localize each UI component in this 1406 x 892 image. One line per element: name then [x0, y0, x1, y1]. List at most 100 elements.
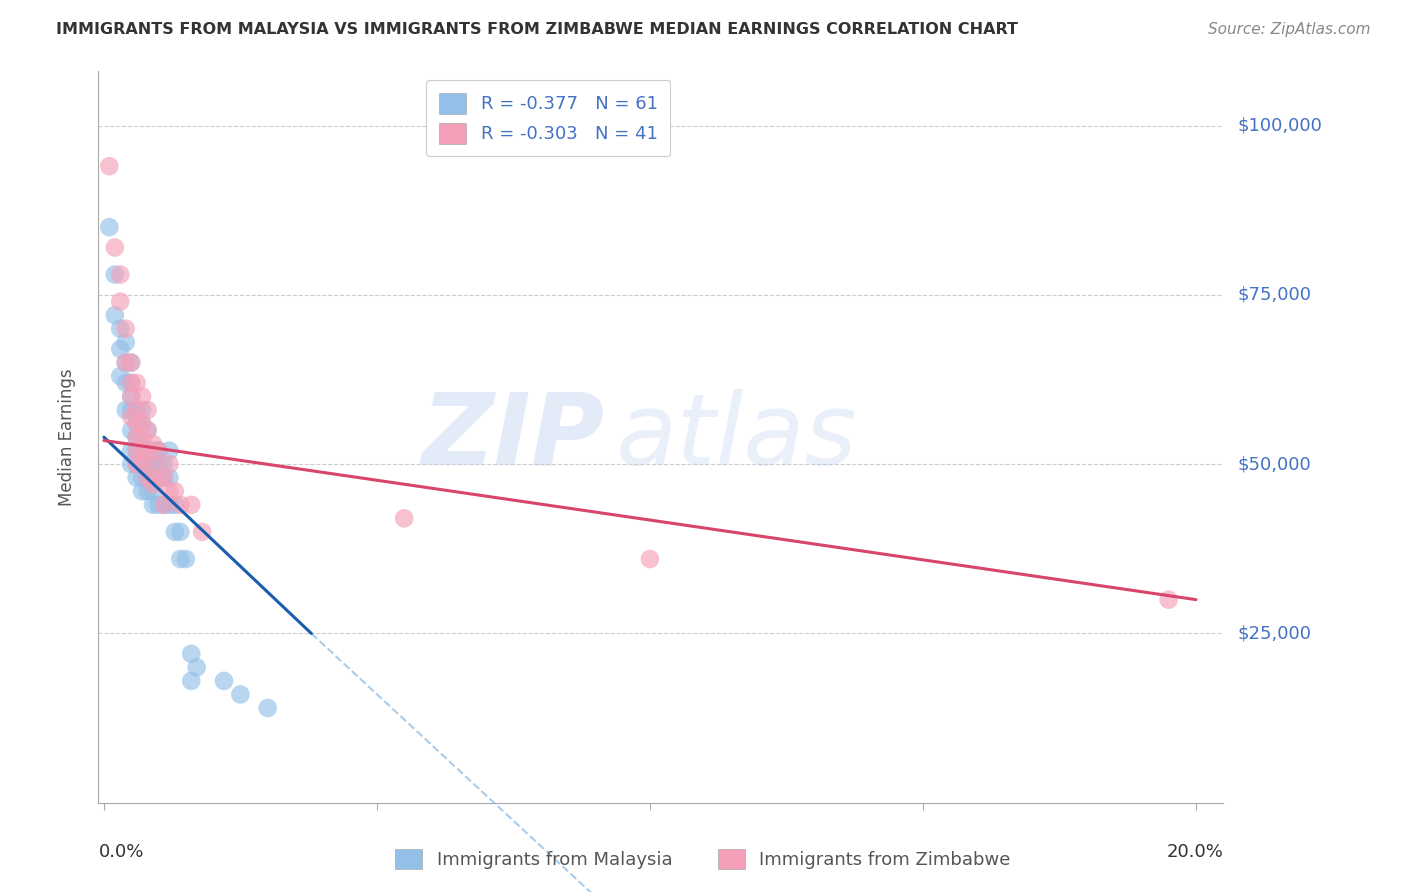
Point [148, 457, 170, 471]
Point [142, 484, 165, 499]
Point [169, 498, 191, 512]
Point [131, 403, 153, 417]
Point [136, 423, 159, 437]
Point [131, 417, 153, 431]
Point [131, 389, 153, 403]
Point [191, 524, 214, 539]
Point [136, 443, 159, 458]
Point [142, 457, 165, 471]
Point [131, 437, 153, 451]
Point [125, 430, 148, 444]
Point [153, 471, 176, 485]
Point [120, 423, 142, 437]
Point [142, 443, 165, 458]
Point [131, 484, 153, 499]
Text: $50,000: $50,000 [1237, 455, 1310, 473]
Point [125, 403, 148, 417]
Point [120, 376, 142, 390]
Point [153, 457, 176, 471]
Point [136, 471, 159, 485]
Text: $100,000: $100,000 [1237, 117, 1322, 135]
Point [131, 457, 153, 471]
Point [157, 498, 180, 512]
Point [125, 403, 148, 417]
Point [125, 376, 148, 390]
Point [1157, 592, 1180, 607]
Point [125, 430, 148, 444]
Point [120, 403, 142, 417]
Point [142, 457, 165, 471]
Point [229, 688, 252, 702]
Point [174, 552, 197, 566]
Point [110, 342, 132, 356]
Text: $75,000: $75,000 [1237, 285, 1312, 304]
Point [120, 376, 142, 390]
Point [120, 389, 142, 403]
Point [142, 437, 165, 451]
Point [104, 308, 127, 322]
Point [157, 443, 180, 458]
Point [148, 471, 170, 485]
Point [136, 443, 159, 458]
Point [120, 443, 142, 458]
Text: IMMIGRANTS FROM MALAYSIA VS IMMIGRANTS FROM ZIMBABWE MEDIAN EARNINGS CORRELATION: IMMIGRANTS FROM MALAYSIA VS IMMIGRANTS F… [56, 22, 1018, 37]
Point [125, 457, 148, 471]
Point [136, 457, 159, 471]
Point [125, 443, 148, 458]
Point [169, 524, 191, 539]
Point [180, 673, 202, 688]
Point [120, 457, 142, 471]
Point [148, 471, 170, 485]
Point [131, 471, 153, 485]
Point [125, 417, 148, 431]
Point [114, 322, 136, 336]
Point [153, 498, 176, 512]
Point [125, 471, 148, 485]
Point [136, 403, 159, 417]
Point [125, 457, 148, 471]
Point [114, 403, 136, 417]
Point [157, 484, 180, 499]
Text: 20.0%: 20.0% [1167, 843, 1223, 861]
Point [148, 443, 170, 458]
Point [392, 511, 415, 525]
Point [120, 355, 142, 369]
Point [142, 477, 165, 491]
Point [163, 484, 186, 499]
Point [153, 471, 176, 485]
Point [114, 376, 136, 390]
Point [169, 552, 191, 566]
Legend: Immigrants from Malaysia, Immigrants from Zimbabwe: Immigrants from Malaysia, Immigrants fro… [387, 839, 1019, 879]
Point [186, 660, 208, 674]
Point [98, 220, 121, 235]
Text: $25,000: $25,000 [1237, 624, 1312, 642]
Point [148, 498, 170, 512]
Point [120, 409, 142, 424]
Point [638, 552, 661, 566]
Point [131, 443, 153, 458]
Text: ZIP: ZIP [422, 389, 605, 485]
Point [131, 457, 153, 471]
Point [136, 471, 159, 485]
Point [131, 430, 153, 444]
Point [110, 268, 132, 282]
Point [256, 701, 278, 715]
Point [120, 389, 142, 403]
Point [142, 498, 165, 512]
Point [136, 484, 159, 499]
Legend: R = -0.377   N = 61, R = -0.303   N = 41: R = -0.377 N = 61, R = -0.303 N = 41 [426, 80, 671, 156]
Point [125, 417, 148, 431]
Point [163, 524, 186, 539]
Point [131, 417, 153, 431]
Point [104, 240, 127, 254]
Text: atlas: atlas [616, 389, 858, 485]
Point [180, 498, 202, 512]
Point [142, 471, 165, 485]
Point [136, 423, 159, 437]
Point [104, 268, 127, 282]
Point [114, 335, 136, 350]
Point [212, 673, 235, 688]
Point [110, 322, 132, 336]
Point [163, 498, 186, 512]
Text: Source: ZipAtlas.com: Source: ZipAtlas.com [1208, 22, 1371, 37]
